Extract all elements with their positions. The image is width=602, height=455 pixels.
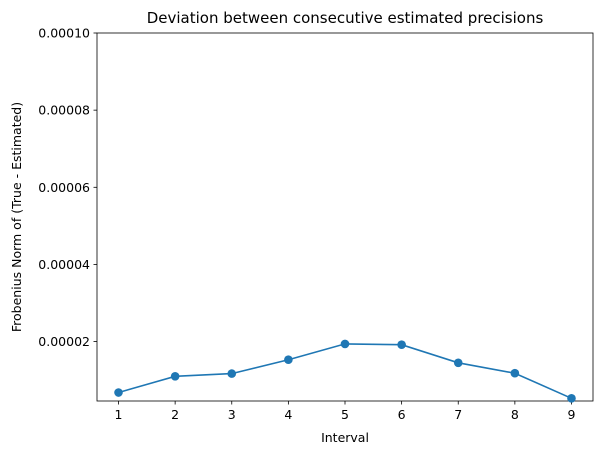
data-point — [227, 369, 237, 378]
plot-area: 1 2 3 4 5 6 7 8 9 0.00002 0.00004 0.00006 0.00008 0.0… — [38, 26, 594, 422]
x-tick-label: 3 — [228, 407, 236, 422]
x-tick-label: 1 — [115, 407, 123, 422]
y-tick-label: 0.00004 — [38, 257, 90, 272]
y-tick-label: 0.00006 — [38, 180, 90, 195]
data-point — [170, 372, 180, 381]
data-point — [567, 393, 576, 403]
series-line — [118, 343, 572, 400]
data-point — [284, 355, 293, 365]
x-axis-label: Interval — [321, 430, 369, 445]
data-point — [510, 368, 520, 378]
data-point — [453, 358, 463, 368]
x-tick-label: 6 — [398, 407, 406, 422]
y-tick-label: 0.00008 — [38, 103, 90, 118]
x-tick-label: 5 — [341, 407, 349, 422]
data-point — [340, 339, 350, 349]
x-tick-label: 8 — [511, 407, 519, 422]
data-point — [397, 340, 406, 349]
x-tick-label: 9 — [568, 407, 576, 422]
x-tick-label: 7 — [454, 407, 462, 422]
data-point — [114, 388, 123, 397]
y-axis-label: Frobenius Norm of (True - Estimated) — [9, 102, 24, 332]
y-tick-label: 0.00002 — [38, 334, 90, 349]
x-tick-label: 2 — [171, 407, 179, 422]
y-tick-label: 0.00010 — [38, 26, 90, 41]
chart-title: Deviation between consecutive estimated … — [147, 9, 544, 27]
x-tick-label: 4 — [284, 407, 292, 422]
